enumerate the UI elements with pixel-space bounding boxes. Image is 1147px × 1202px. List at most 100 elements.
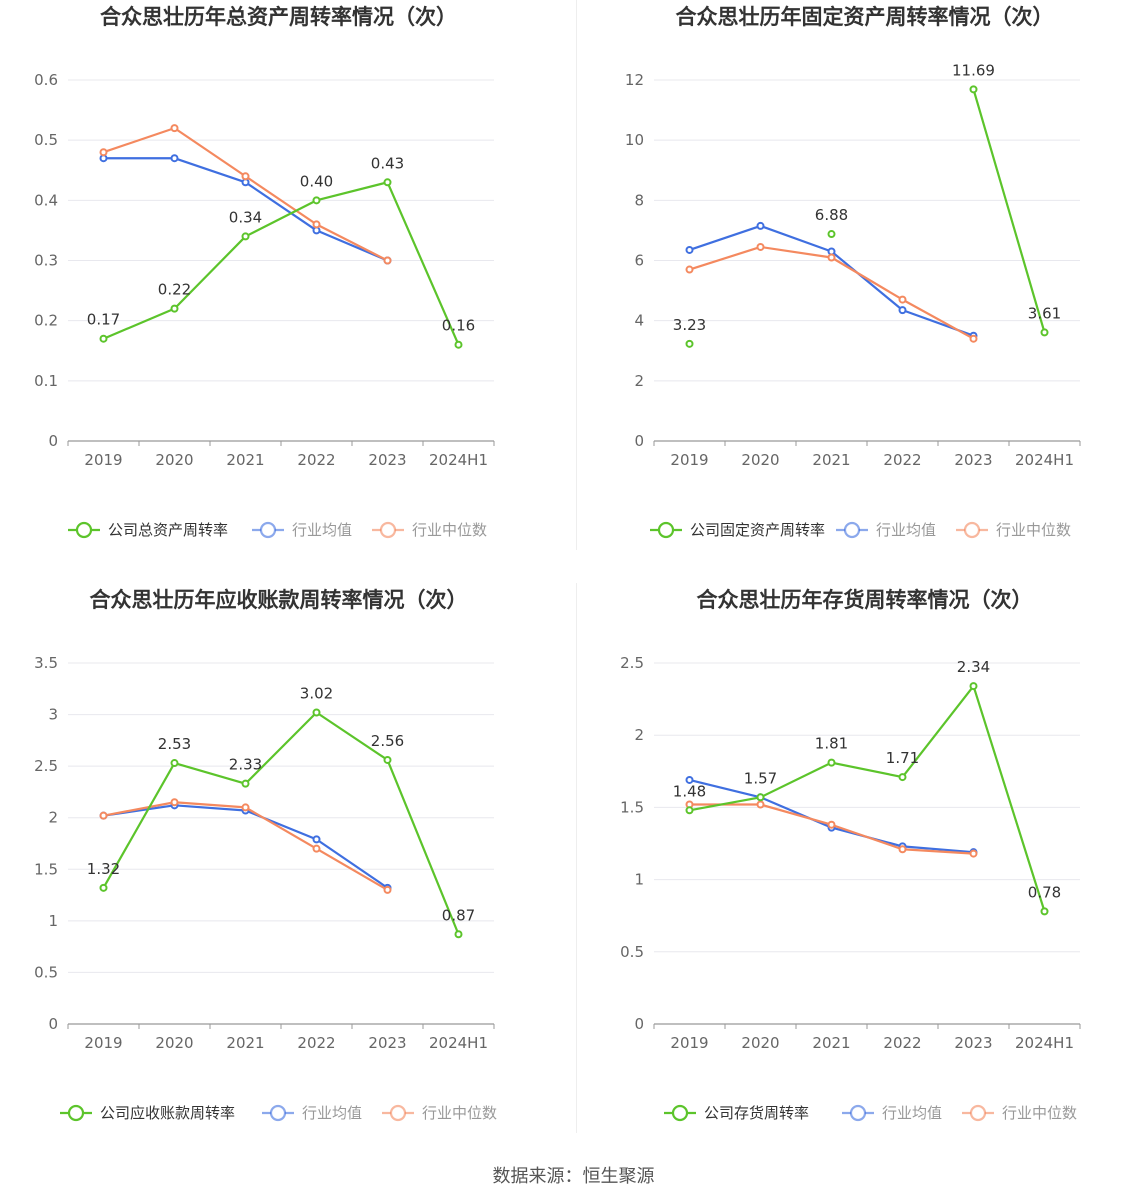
point-median	[898, 295, 907, 304]
data-label: 3.23	[673, 316, 706, 334]
y-tick-label: 0.1	[34, 372, 58, 390]
y-tick-label: 1.5	[620, 798, 644, 816]
point-median	[99, 811, 108, 820]
y-tick-label: 6	[634, 252, 644, 270]
divider	[576, 0, 577, 550]
point-company	[827, 230, 836, 239]
point-company	[383, 755, 392, 764]
legend-marker	[269, 1104, 287, 1122]
legend-item-company: 公司存货周转率	[664, 1104, 809, 1122]
data-label: 2.34	[957, 658, 990, 676]
legend-marker	[843, 521, 861, 539]
point-company	[454, 340, 463, 349]
point-median	[898, 845, 907, 854]
point-median	[969, 849, 978, 858]
legend-item-avg: 行业均值	[262, 1104, 362, 1122]
y-tick-label: 1.5	[34, 860, 58, 878]
legend-marker	[75, 521, 93, 539]
legend-label: 公司应收账款周转率	[100, 1104, 235, 1122]
legend-label: 行业中位数	[412, 521, 487, 539]
series-line-company	[103, 181, 460, 346]
data-label: 1.71	[886, 749, 919, 767]
y-tick-label: 2	[634, 726, 644, 744]
point-company	[756, 793, 765, 802]
divider	[576, 583, 577, 1133]
legend-item-median: 行业中位数	[382, 1104, 497, 1122]
point-company	[241, 779, 250, 788]
x-tick-label: 2023	[368, 451, 406, 469]
y-tick-label: 0	[48, 432, 58, 450]
point-company	[685, 339, 694, 348]
x-tick-label: 2021	[812, 1034, 850, 1052]
point-company	[383, 178, 392, 187]
data-label: 3.61	[1028, 304, 1061, 322]
point-avg	[685, 245, 694, 254]
y-tick-label: 0.2	[34, 312, 58, 330]
legend-marker	[657, 521, 675, 539]
point-company	[969, 682, 978, 691]
data-label: 0.17	[87, 311, 120, 329]
x-tick-label: 2022	[883, 451, 921, 469]
data-label: 3.02	[300, 685, 333, 703]
legend-item-avg: 行业均值	[836, 521, 936, 539]
y-tick-label: 3	[48, 706, 58, 724]
legend-label: 行业中位数	[1002, 1104, 1077, 1122]
point-avg	[312, 835, 321, 844]
point-median	[969, 334, 978, 343]
legend-item-company: 公司应收账款周转率	[60, 1104, 235, 1122]
chart-title: 合众思壮历年固定资产周转率情况（次）	[676, 5, 1054, 29]
legend-marker	[849, 1104, 867, 1122]
point-median	[99, 148, 108, 157]
data-label: 1.81	[815, 735, 848, 753]
y-tick-label: 4	[634, 312, 644, 330]
series-line-company	[102, 711, 460, 935]
point-median	[383, 256, 392, 265]
data-label: 2.56	[371, 732, 404, 750]
legend-item-median: 行业中位数	[372, 521, 487, 539]
data-label: 1.57	[744, 769, 777, 787]
chart-title: 合众思壮历年存货周转率情况（次）	[697, 588, 1033, 612]
x-tick-label: 2024H1	[429, 451, 488, 469]
point-avg	[898, 306, 907, 315]
data-label: 0.22	[158, 281, 191, 299]
y-tick-label: 0.3	[34, 252, 58, 270]
x-tick-label: 2021	[812, 451, 850, 469]
y-tick-label: 0.5	[34, 131, 58, 149]
y-tick-label: 10	[625, 131, 644, 149]
point-avg	[756, 221, 765, 230]
y-tick-label: 2.5	[620, 654, 644, 672]
data-label: 6.88	[815, 206, 848, 224]
legend-item-avg: 行业均值	[252, 521, 352, 539]
point-median	[241, 803, 250, 812]
series-line-median	[103, 801, 389, 891]
x-tick-label: 2022	[883, 1034, 921, 1052]
y-tick-label: 8	[634, 191, 644, 209]
data-label: 0.87	[442, 906, 475, 924]
series-line-median	[103, 127, 388, 262]
legend-item-median: 行业中位数	[962, 1104, 1077, 1122]
chart-svg: 合众思壮历年总资产周转率情况（次） 0 0.1 0.2 0.3 0.4 0.5 0.6 2019…	[34, 5, 495, 539]
legend-label: 行业中位数	[996, 521, 1071, 539]
point-median	[241, 172, 250, 181]
point-company	[312, 708, 321, 717]
x-tick-label: 2024H1	[429, 1034, 488, 1052]
legend-item-avg: 行业均值	[842, 1104, 942, 1122]
x-tick-label: 2020	[741, 1034, 779, 1052]
chart-title: 合众思壮历年应收账款周转率情况（次）	[90, 588, 468, 612]
y-tick-label: 0.5	[34, 963, 58, 981]
point-company	[969, 85, 978, 94]
x-tick-label: 2023	[368, 1034, 406, 1052]
point-company	[1040, 328, 1049, 337]
chart-title: 合众思壮历年总资产周转率情况（次）	[100, 5, 457, 29]
series-line-avg	[689, 778, 974, 854]
data-label: 1.48	[673, 782, 706, 800]
legend-marker	[671, 1104, 689, 1122]
x-tick-label: 2023	[954, 1034, 992, 1052]
y-tick-label: 0	[634, 1015, 644, 1033]
x-tick-label: 2022	[297, 451, 335, 469]
data-label: 2.53	[158, 735, 191, 753]
chart-inventory-turnover: 合众思壮历年存货周转率情况（次） 0 0.5 1 1.5 2 2.5 2019 2020 2021…	[586, 583, 1147, 1166]
point-median	[827, 253, 836, 262]
y-tick-label: 0	[634, 432, 644, 450]
